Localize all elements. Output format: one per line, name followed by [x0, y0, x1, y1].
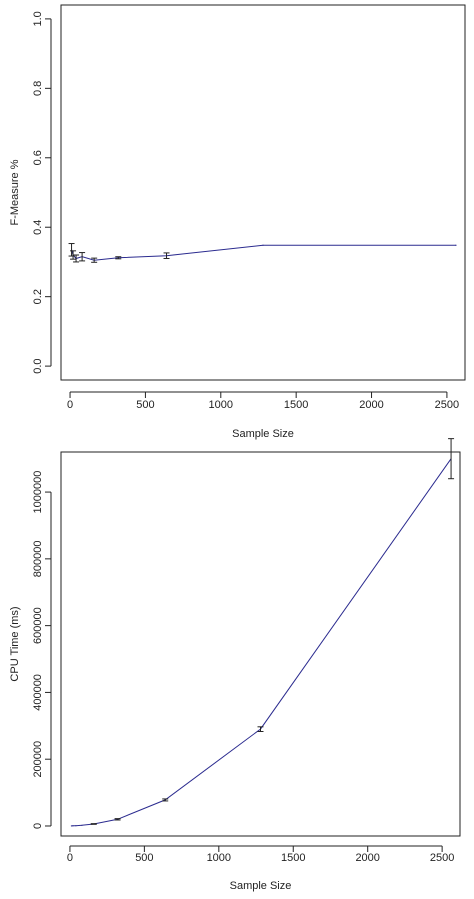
x-tick-label: 1500	[284, 399, 308, 411]
x-tick-label: 2500	[430, 852, 454, 864]
x-axis-title: Sample Size	[232, 428, 294, 440]
y-tick-label: 0.4	[32, 220, 44, 235]
plot-frame	[60, 451, 461, 837]
y-tick-label: 0.8	[32, 81, 44, 96]
f-measure-chart: 0 500 1000 1500 2000 2500 0.0 0.2 0.4 0.6 0.8 1.0 Sa…	[9, 4, 466, 440]
data-point	[455, 244, 457, 246]
y-tick-label: 1000000	[32, 471, 44, 514]
y-tick-label: 400000	[32, 674, 44, 711]
x-tick-label: 500	[135, 852, 153, 864]
data-point	[72, 825, 74, 827]
data-point	[70, 825, 73, 827]
x-tick-label: 2500	[435, 399, 459, 411]
y-tick-label: 0.6	[32, 150, 44, 165]
data-point	[262, 244, 264, 246]
x-tick-label: 0	[67, 399, 73, 411]
y-tick-label: 0.0	[32, 358, 44, 373]
data-point	[81, 824, 83, 826]
y-axis-title: CPU Time (ms)	[9, 606, 21, 681]
x-tick-label: 2000	[359, 399, 383, 411]
x-tick-label: 1500	[281, 852, 305, 864]
data-point	[75, 825, 77, 827]
y-tick-label: 1.0	[32, 11, 44, 26]
y-tick-label: 600000	[32, 607, 44, 644]
plot-frame	[60, 4, 466, 381]
y-axis-title: F-Measure %	[9, 159, 21, 225]
x-tick-label: 500	[136, 399, 154, 411]
y-tick-label: 0	[32, 823, 44, 829]
y-tick-label: 800000	[32, 540, 44, 577]
x-axis-title: Sample Size	[230, 880, 292, 892]
series-line	[71, 244, 456, 261]
series-line	[71, 458, 452, 827]
y-tick-label: 200000	[32, 741, 44, 778]
y-tick-label: 0.2	[32, 289, 44, 304]
cpu-time-chart: 0 500 1000 1500 2000 2500 0 200000 400000 600000 8…	[9, 438, 461, 892]
x-tick-label: 1000	[209, 399, 233, 411]
x-tick-label: 1000	[207, 852, 231, 864]
x-tick-label: 2000	[355, 852, 379, 864]
x-tick-label: 0	[67, 852, 73, 864]
